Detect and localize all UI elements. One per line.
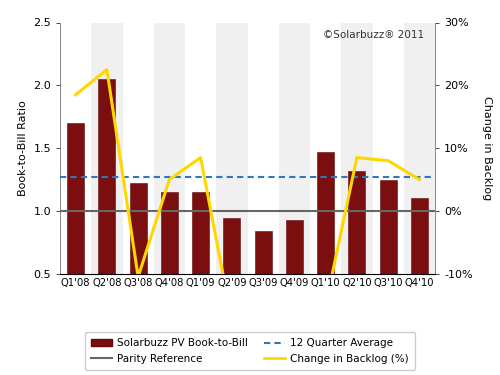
Bar [161, 192, 178, 337]
Bar [317, 152, 334, 337]
Bar [348, 171, 366, 337]
Text: ©Solarbuzz® 2011: ©Solarbuzz® 2011 [322, 30, 424, 40]
Y-axis label: Change in Backlog: Change in Backlog [482, 96, 492, 200]
Bar [286, 220, 303, 337]
Bar [98, 79, 116, 337]
Legend: Solarbuzz PV Book-to-Bill, Parity Reference, 12 Quarter Average, Change in Backl: Solarbuzz PV Book-to-Bill, Parity Refere… [85, 332, 415, 370]
Bar [67, 123, 84, 337]
Bar [130, 183, 146, 337]
Y-axis label: Book-to-Bill Ratio: Book-to-Bill Ratio [18, 100, 28, 196]
Bar [60, 22, 91, 274]
Bar [185, 22, 216, 274]
Bar [254, 231, 272, 337]
Bar [380, 180, 396, 337]
Bar [248, 22, 279, 274]
Bar [310, 22, 341, 274]
Bar [372, 22, 404, 274]
Bar [224, 219, 240, 337]
Bar [192, 192, 209, 337]
Bar [411, 198, 428, 337]
Bar [122, 22, 154, 274]
